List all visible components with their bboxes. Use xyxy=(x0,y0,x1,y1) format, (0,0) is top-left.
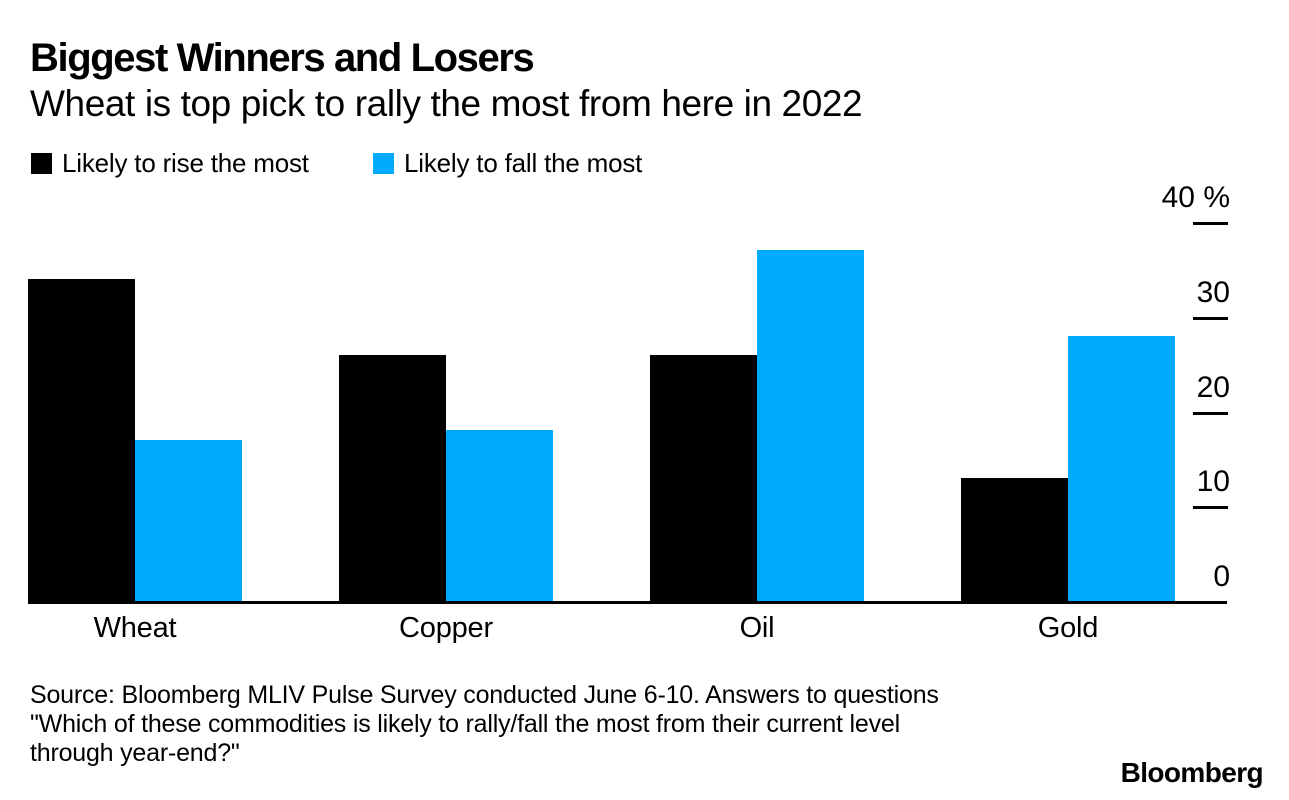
source-note: Source: Bloomberg MLIV Pulse Survey cond… xyxy=(30,681,939,768)
y-tick-label-30: 30 xyxy=(1196,275,1230,309)
x-axis-baseline xyxy=(28,601,1227,604)
bar-wheat-rise xyxy=(28,278,135,601)
legend-label-fall: Likely to fall the most xyxy=(404,147,643,178)
y-tick-label-20: 20 xyxy=(1196,370,1230,404)
bar-gold-rise xyxy=(961,477,1068,601)
source-line-1: Source: Bloomberg MLIV Pulse Survey cond… xyxy=(30,681,939,709)
source-line-2: "Which of these commodities is likely to… xyxy=(30,710,900,738)
y-tick-mark-30 xyxy=(1193,316,1228,320)
chart-title: Biggest Winners and Losers xyxy=(30,36,535,80)
bloomberg-logo: Bloomberg xyxy=(1120,757,1264,788)
legend-label-rise: Likely to rise the most xyxy=(62,147,309,178)
source-line-3: through year-end?" xyxy=(30,739,240,767)
bar-copper-rise xyxy=(339,354,446,601)
legend-item-fall: Likely to fall the most xyxy=(373,147,643,178)
y-tick-label-10: 10 xyxy=(1196,465,1230,499)
y-tick-mark-40 xyxy=(1193,222,1228,225)
bar-oil-fall xyxy=(757,250,864,601)
x-category-label-oil: Oil xyxy=(739,612,775,644)
x-category-label-copper: Copper xyxy=(399,612,493,644)
legend-item-rise: Likely to rise the most xyxy=(31,147,309,178)
y-tick-label-0: 0 xyxy=(1213,560,1230,593)
x-category-label-gold: Gold xyxy=(1037,612,1099,644)
bar-copper-fall xyxy=(446,430,553,601)
bar-oil-rise xyxy=(650,354,757,601)
legend-swatch-rise-black xyxy=(31,152,52,174)
chart-subtitle: Wheat is top pick to rally the most from… xyxy=(30,83,863,124)
bar-gold-fall xyxy=(1068,335,1175,601)
y-tick-label-40: 40 % xyxy=(1161,181,1230,214)
legend-swatch-fall-blue xyxy=(373,152,394,174)
x-category-label-wheat: Wheat xyxy=(93,612,177,644)
y-tick-mark-10 xyxy=(1193,506,1228,510)
bar-wheat-fall xyxy=(135,439,242,601)
y-tick-mark-20 xyxy=(1193,411,1228,415)
